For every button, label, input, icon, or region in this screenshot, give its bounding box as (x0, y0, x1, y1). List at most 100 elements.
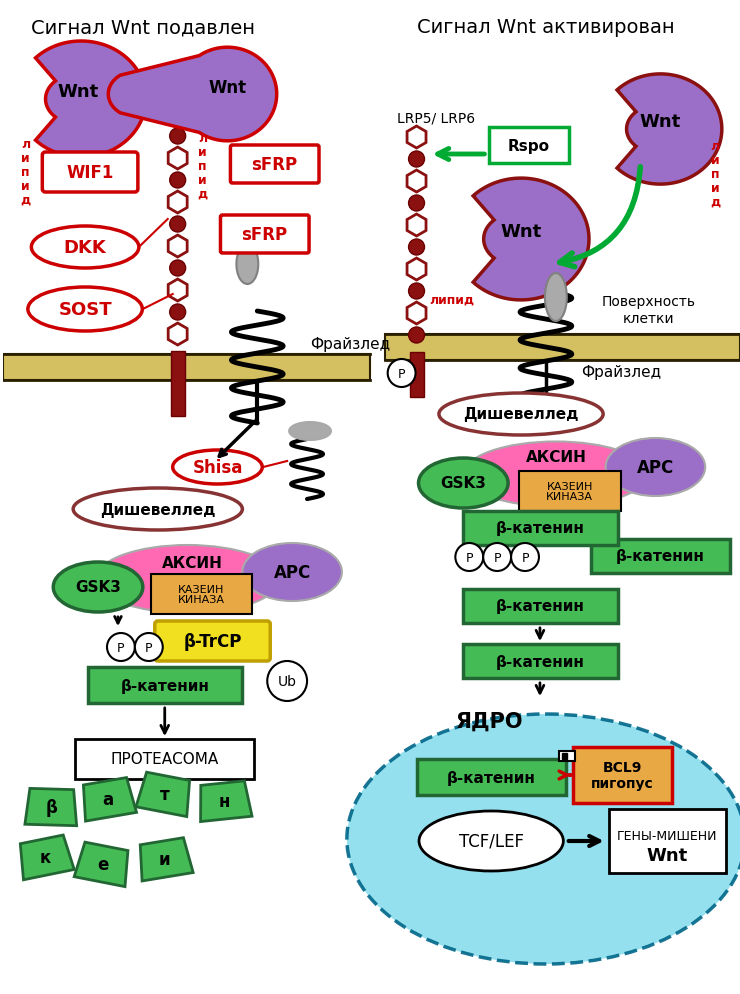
Bar (151, 575, 252, 614)
FancyBboxPatch shape (221, 216, 309, 253)
Text: Rspo: Rspo (508, 138, 550, 153)
Text: л
и
п
и
д: л и п и д (710, 140, 720, 209)
Text: ГЕНЫ-МИШЕНИ: ГЕНЫ-МИШЕНИ (617, 829, 718, 842)
Polygon shape (168, 148, 187, 170)
Bar (75, 740, 255, 779)
Ellipse shape (95, 546, 280, 613)
Circle shape (107, 633, 135, 661)
Ellipse shape (605, 438, 705, 496)
Ellipse shape (172, 450, 262, 484)
Text: Wnt: Wnt (647, 846, 688, 864)
Text: Дишевеллед: Дишевеллед (100, 502, 215, 517)
Text: β-катенин: β-катенин (496, 521, 585, 536)
Polygon shape (198, 782, 249, 820)
Text: Wnt: Wnt (500, 223, 542, 241)
Circle shape (408, 328, 425, 344)
Ellipse shape (289, 422, 331, 440)
Text: Wnt: Wnt (209, 79, 246, 96)
Circle shape (408, 196, 425, 212)
Text: а: а (102, 790, 113, 808)
Bar (417, 759, 566, 795)
Polygon shape (84, 779, 135, 819)
Polygon shape (36, 42, 146, 158)
Text: АКСИН: АКСИН (162, 555, 223, 570)
Polygon shape (137, 839, 189, 880)
Polygon shape (168, 236, 187, 257)
Ellipse shape (31, 227, 139, 268)
Polygon shape (407, 258, 426, 280)
Text: е: е (98, 855, 109, 873)
Bar (463, 512, 618, 546)
Polygon shape (617, 75, 722, 185)
Polygon shape (76, 845, 128, 884)
Circle shape (169, 173, 186, 189)
Text: β: β (45, 798, 57, 816)
Circle shape (388, 360, 416, 388)
Polygon shape (168, 324, 187, 346)
Polygon shape (168, 104, 187, 126)
Bar (88, 667, 243, 704)
Ellipse shape (236, 245, 258, 284)
Text: АКСИН: АКСИН (525, 450, 586, 465)
Text: WIF1: WIF1 (67, 164, 114, 182)
Text: β-катенин: β-катенин (616, 549, 704, 564)
Ellipse shape (419, 811, 563, 871)
Text: sFRP: sFRP (251, 156, 297, 174)
Polygon shape (27, 787, 78, 828)
Text: SOST: SOST (58, 301, 112, 319)
Bar (573, 747, 673, 803)
Text: P: P (117, 641, 125, 654)
Text: Дишевеллед: Дишевеллед (463, 408, 579, 422)
Text: GSK3: GSK3 (75, 580, 121, 594)
Text: BCL9
пигопус: BCL9 пигопус (591, 760, 654, 790)
Circle shape (169, 260, 186, 276)
Ellipse shape (439, 394, 603, 435)
Text: АРС: АРС (637, 458, 674, 476)
Circle shape (455, 544, 483, 572)
Text: P: P (494, 551, 501, 564)
Text: л
и
п
и
д: л и п и д (198, 132, 208, 201)
Ellipse shape (347, 715, 740, 964)
Polygon shape (168, 192, 187, 214)
Text: P: P (398, 367, 406, 380)
Bar (385, 335, 740, 361)
Text: Wnt: Wnt (640, 113, 681, 131)
Bar (559, 751, 575, 761)
Polygon shape (168, 279, 187, 302)
FancyBboxPatch shape (230, 146, 319, 184)
Text: sFRP: sFRP (241, 226, 287, 244)
Text: β-TrCP: β-TrCP (184, 632, 242, 650)
Bar (463, 644, 618, 678)
Text: АРС: АРС (274, 564, 311, 581)
Text: ЯДРО: ЯДРО (455, 712, 523, 732)
Text: Фрайзлед: Фрайзлед (581, 364, 661, 379)
Polygon shape (108, 48, 277, 142)
Text: КАЗЕИН
КИНАЗА: КАЗЕИН КИНАЗА (546, 481, 593, 502)
Text: Сигнал Wnt активирован: Сигнал Wnt активирован (417, 18, 675, 37)
Text: Поверхность
клетки: Поверхность клетки (602, 294, 696, 326)
Bar (171, 352, 185, 416)
Circle shape (408, 283, 425, 300)
Text: Ub: Ub (278, 674, 297, 688)
Text: DKK: DKK (64, 239, 107, 256)
Ellipse shape (73, 488, 243, 531)
Text: GSK3: GSK3 (440, 476, 486, 491)
Circle shape (169, 305, 186, 321)
Text: л
и
п
и
д: л и п и д (20, 138, 30, 207)
Circle shape (408, 152, 425, 168)
Text: КАЗЕИН
КИНАЗА: КАЗЕИН КИНАЗА (178, 584, 225, 604)
Ellipse shape (419, 458, 508, 509)
Bar (519, 471, 621, 512)
Polygon shape (139, 775, 191, 813)
Polygon shape (407, 127, 426, 149)
Bar (4, 355, 370, 381)
Circle shape (267, 661, 307, 702)
Text: β-катенин: β-катенин (121, 678, 209, 693)
Text: ПРОТЕАСОМА: ПРОТЕАСОМА (110, 751, 219, 766)
Circle shape (483, 544, 511, 572)
Polygon shape (473, 179, 589, 300)
Ellipse shape (243, 544, 342, 601)
Polygon shape (407, 171, 426, 193)
FancyBboxPatch shape (155, 621, 270, 661)
Text: и: и (159, 850, 170, 868)
